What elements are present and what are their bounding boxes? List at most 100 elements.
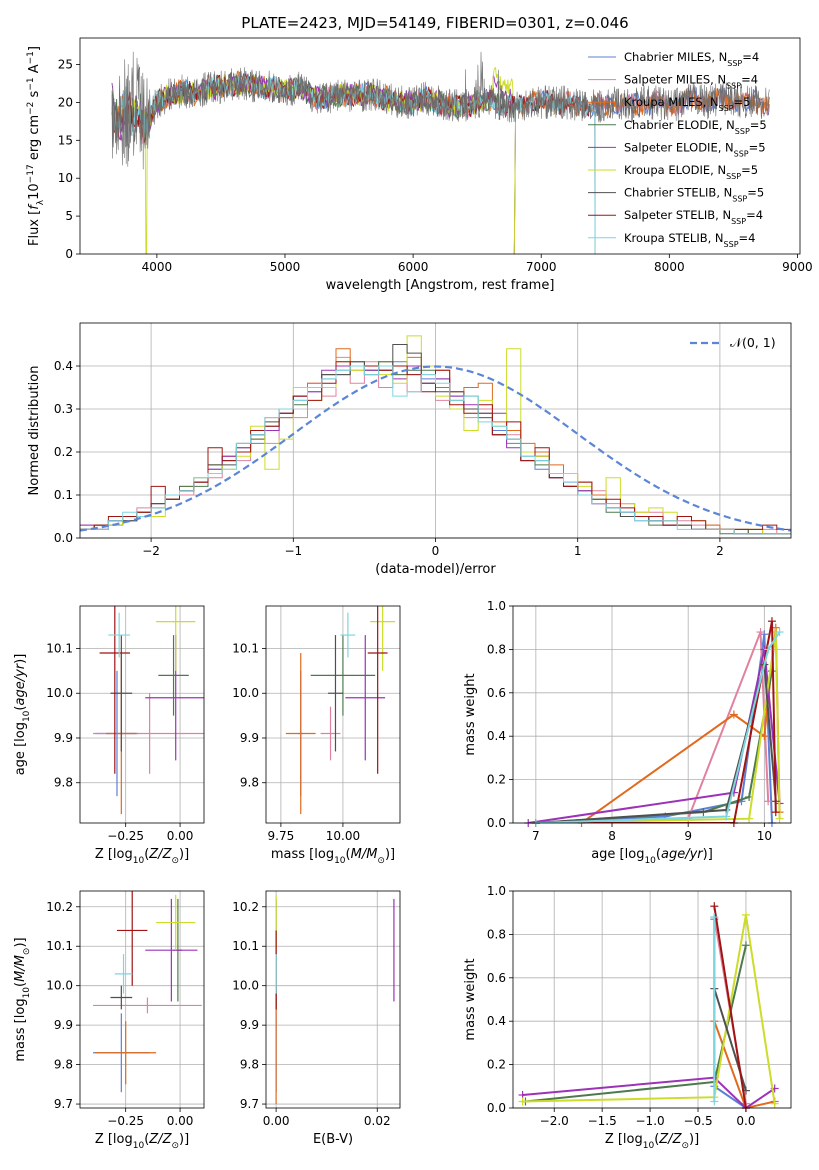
y-tick-label: 10.0 xyxy=(46,686,73,700)
x-tick-label: −2 xyxy=(142,544,160,558)
axes-frame xyxy=(512,890,792,1109)
axes-frame xyxy=(79,322,792,539)
y-tick-label: 9.8 xyxy=(54,776,73,790)
weight-line-salpeter-stelib xyxy=(713,906,747,1108)
x-tick-label: −0.25 xyxy=(107,1114,144,1128)
x-tick-label: −1.5 xyxy=(588,1114,617,1128)
errorbar-salpeter-miles xyxy=(93,997,202,1014)
x-tick-label: 0.00 xyxy=(263,1114,290,1128)
y-tick-label: 0.6 xyxy=(487,971,506,985)
axes-frame xyxy=(79,37,801,255)
x-tick-label: 8 xyxy=(608,829,616,843)
y-tick-label: 20 xyxy=(58,95,73,109)
y-tick-label: 9.8 xyxy=(240,776,259,790)
axes-zMass: −0.25 0.00 9.7 9.8 9.9 10.0 10.1 10.2 xyxy=(46,891,204,1128)
y-tick-label: 0.6 xyxy=(487,686,506,700)
errorbar-salpeter-miles xyxy=(320,706,341,761)
y-tick-label: 9.9 xyxy=(240,1018,259,1032)
y-axis-label: Flux [fλ10−17 erg cm−2 s−1 A−1] xyxy=(26,46,46,246)
errorbar-chabrier-stelib xyxy=(110,985,133,1010)
x-tick-label: 4000 xyxy=(142,260,173,274)
legend-label: Kroupa STELIB, NSSP=4 xyxy=(624,231,755,249)
x-tick-label: 2 xyxy=(716,544,724,558)
errorbar-salpeter-stelib xyxy=(116,891,148,986)
legend-label: Salpeter MILES, NSSP=4 xyxy=(624,73,758,91)
x-tick-label: 0.00 xyxy=(167,1114,194,1128)
weight-line-kroupa-elodie xyxy=(522,914,776,1104)
x-tick-label: 0.00 xyxy=(167,829,194,843)
legend-label: Chabrier STELIB, NSSP=5 xyxy=(624,186,764,204)
y-tick-label: 10.0 xyxy=(232,686,259,700)
axes-frame xyxy=(79,890,205,1109)
errorbar-chabrier-stelib xyxy=(328,635,343,752)
x-axis-label: Z [log10(Z/Z⊙)] xyxy=(95,847,189,866)
x-tick-label: 9000 xyxy=(782,260,813,274)
x-tick-label: −1 xyxy=(284,544,302,558)
y-tick-label: 1.0 xyxy=(487,884,506,898)
x-tick-label: 7 xyxy=(532,829,540,843)
legend-label: Kroupa MILES, NSSP=5 xyxy=(624,95,750,113)
y-axis-label: mass [log10(M/M⊙)] xyxy=(13,937,32,1061)
x-tick-label: −1.0 xyxy=(636,1114,665,1128)
weight-line-salpeter-stelib xyxy=(535,621,777,823)
errorbar-salpeter-elodie xyxy=(145,898,198,1002)
figure-title: PLATE=2423, MJD=54149, FIBERID=0301, z=0… xyxy=(241,14,628,32)
x-axis-label: E(B-V) xyxy=(313,1132,353,1147)
x-tick-label: 6000 xyxy=(398,260,429,274)
axes-mAge: 9.75 10.00 9.8 9.9 10.0 10.1 xyxy=(232,606,400,843)
y-tick-label: 0.1 xyxy=(54,488,73,502)
y-tick-label: 0.2 xyxy=(487,773,506,787)
y-tick-label: 10.2 xyxy=(46,900,73,914)
y-tick-label: 0.8 xyxy=(487,927,506,941)
y-tick-label: 9.9 xyxy=(240,731,259,745)
y-tick-label: 15 xyxy=(58,133,73,147)
x-axis-label: Z [log10(Z/Z⊙)] xyxy=(605,1132,699,1151)
legend-label: Salpeter STELIB, NSSP=4 xyxy=(624,208,763,226)
x-tick-label: 1 xyxy=(574,544,582,558)
errorbar-salpeter-stelib xyxy=(367,606,388,774)
y-tick-label: 1.0 xyxy=(487,599,506,613)
errorbar-kroupa-elodie xyxy=(370,606,396,671)
axes-frame xyxy=(265,890,401,1109)
y-tick-label: 25 xyxy=(58,58,73,72)
x-axis-label: mass [log10(M/M⊙)] xyxy=(271,847,395,866)
x-tick-label: 8000 xyxy=(654,260,685,274)
x-tick-label: 5000 xyxy=(270,260,301,274)
x-tick-label: 10 xyxy=(757,829,772,843)
errorbar-kroupa-elodie xyxy=(156,606,196,671)
y-tick-label: 9.7 xyxy=(54,1097,73,1111)
axes-frame xyxy=(512,605,792,824)
legend-label: Chabrier ELODIE, NSSP=5 xyxy=(624,118,767,136)
y-tick-label: 9.9 xyxy=(54,1018,73,1032)
weight-line-kroupa-stelib xyxy=(535,631,781,823)
y-tick-label: 0.4 xyxy=(54,359,73,373)
y-tick-label: 0.3 xyxy=(54,402,73,416)
x-tick-label: 0 xyxy=(432,544,440,558)
y-axis-label: mass weight xyxy=(463,673,478,755)
legend-label: 𝒩(0, 1) xyxy=(730,335,776,350)
y-tick-label: 0.4 xyxy=(487,729,506,743)
errorbar-kroupa-stelib xyxy=(108,612,131,658)
errorbar-chabrier-stelib xyxy=(110,635,133,752)
y-tick-label: 0 xyxy=(65,247,73,261)
gaussian-curve xyxy=(79,365,792,532)
x-tick-label: 7000 xyxy=(526,260,557,274)
x-tick-label: −2.0 xyxy=(540,1114,569,1128)
errorbar-kroupa-stelib xyxy=(114,954,133,994)
weight-line-salpeter-elodie xyxy=(522,1076,776,1108)
y-tick-label: 10.1 xyxy=(232,939,259,953)
y-axis-label: Normed distribution xyxy=(27,366,42,496)
spectrum-legend: Chabrier MILES, NSSP=4 Salpeter MILES, NS… xyxy=(588,50,767,248)
y-tick-label: 9.8 xyxy=(240,1058,259,1072)
x-tick-label: 0.0 xyxy=(736,1114,755,1128)
x-axis-label: (data-model)/error xyxy=(375,562,496,577)
y-tick-label: 0.0 xyxy=(487,1101,506,1115)
y-tick-label: 0.0 xyxy=(54,531,73,545)
y-axis-label: age [log10(age/yr)] xyxy=(13,654,32,776)
hist-step-salpeter-stelib xyxy=(80,361,791,530)
errorbar-kroupa-stelib xyxy=(340,612,356,658)
y-tick-label: 9.9 xyxy=(54,731,73,745)
x-axis-label: age [log10(age/yr)] xyxy=(591,847,713,866)
x-tick-label: −0.5 xyxy=(683,1114,712,1128)
